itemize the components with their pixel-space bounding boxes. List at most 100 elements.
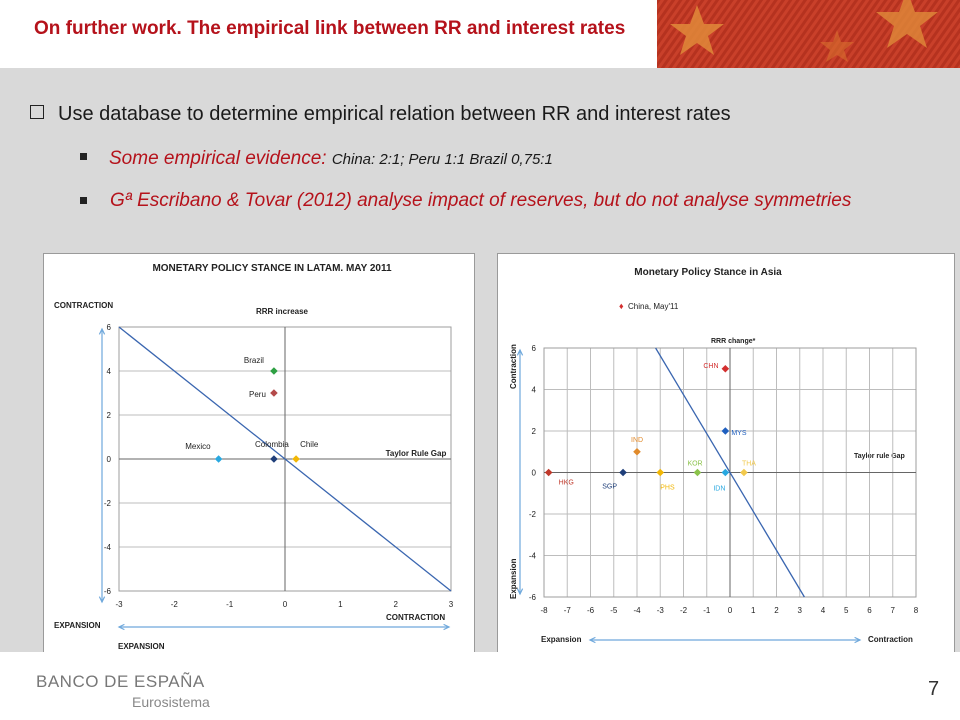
- x-right-label: CONTRACTION: [386, 613, 445, 622]
- x-tick-label: 1: [751, 606, 756, 615]
- x-tick-label: 7: [891, 606, 896, 615]
- y-bottom-label: EXPANSION: [54, 621, 101, 630]
- data-point-hkg: [544, 468, 553, 477]
- latam-chart-panel: MONETARY POLICY STANCE IN LATAM. MAY 201…: [43, 253, 475, 660]
- data-point-mys: [721, 427, 730, 435]
- y-tick-label: -4: [529, 552, 537, 561]
- y-tick-label: -6: [104, 587, 112, 596]
- data-point-chn: [721, 364, 730, 373]
- data-label-ind: IND: [631, 437, 643, 444]
- asia-chart: Monetary Policy Stance in Asia ♦ China, …: [509, 267, 919, 644]
- data-point-brazil: [270, 367, 278, 375]
- data-label-colombia: Colombia: [255, 440, 289, 449]
- checkbox-bullet-icon: [30, 105, 44, 119]
- data-point-sgp: [619, 468, 627, 477]
- star-banner-image: [657, 0, 960, 68]
- data-point-colombia: [270, 455, 278, 463]
- x-tick-label: 2: [393, 600, 398, 609]
- y-axis-label: RRR increase: [256, 307, 309, 316]
- data-label-peru: Peru: [249, 390, 266, 399]
- vertical-axis-arrow-head: [98, 327, 106, 335]
- latam-chart: MONETARY POLICY STANCE IN LATAM. MAY 201…: [54, 263, 454, 651]
- reference-line: [655, 347, 805, 598]
- square-bullet-icon: [80, 153, 87, 160]
- slide-title: On further work. The empirical link betw…: [34, 18, 626, 39]
- horizontal-axis-arrow-head: [588, 636, 596, 644]
- data-point-idn: [721, 468, 730, 477]
- main-bullet: Use database to determine empirical rela…: [30, 103, 731, 126]
- x-tick-label: -6: [587, 606, 595, 615]
- y-tick-label: 4: [107, 367, 112, 376]
- x-tick-label: -3: [115, 600, 123, 609]
- x-tick-label: -8: [540, 606, 548, 615]
- vertical-axis-arrow-head: [98, 596, 106, 604]
- data-label-chile: Chile: [300, 440, 319, 449]
- x-tick-label: -4: [633, 606, 641, 615]
- y-tick-label: 6: [532, 344, 537, 353]
- y-top-label: Contraction: [509, 344, 518, 389]
- bank-logo: BANCO DE ESPAÑA: [36, 672, 205, 691]
- data-label-idn: IDN: [713, 486, 725, 493]
- y-tick-label: 0: [532, 469, 537, 478]
- data-point-phs: [656, 468, 665, 477]
- y-tick-label: -2: [104, 499, 112, 508]
- vertical-axis-arrow-head: [516, 588, 524, 596]
- data-label-phs: PHS: [660, 485, 675, 492]
- square-bullet-icon: [80, 197, 87, 204]
- x-tick-label: 3: [449, 600, 454, 609]
- chart-title: MONETARY POLICY STANCE IN LATAM. MAY 201…: [152, 263, 392, 274]
- sub-bullet-2: Gª Escribano & Tovar (2012) analyse impa…: [80, 188, 860, 214]
- sub-bullet-1-italic: Some empirical evidence:: [109, 148, 327, 169]
- main-bullet-text: Use database to determine empirical rela…: [58, 103, 731, 125]
- y-tick-label: 4: [532, 386, 537, 395]
- chart-title: Monetary Policy Stance in Asia: [634, 267, 782, 278]
- footer: [0, 652, 960, 720]
- x-tick-label: 8: [914, 606, 919, 615]
- y-tick-label: 6: [107, 323, 112, 332]
- x-tick-label: 5: [844, 606, 849, 615]
- y-bottom-label: Expansion: [509, 558, 518, 599]
- x-tick-label: 4: [821, 606, 826, 615]
- y-tick-label: -6: [529, 593, 537, 602]
- x-tick-label: 6: [867, 606, 872, 615]
- vertical-axis-arrow-head: [516, 348, 524, 356]
- x-tick-label: -2: [680, 606, 688, 615]
- sub-bullet-1-ratios: China: 2:1; Peru 1:1 Brazil 0,75:1: [331, 151, 553, 168]
- asia-chart-panel: Monetary Policy Stance in Asia ♦ China, …: [497, 253, 955, 655]
- x-tick-label: -1: [703, 606, 711, 615]
- sub-bullet-2-text: Gª Escribano & Tovar (2012) analyse impa…: [110, 190, 852, 211]
- data-point-peru: [270, 389, 278, 397]
- data-point-kor: [693, 468, 702, 477]
- y-tick-label: -2: [529, 510, 537, 519]
- page-number: 7: [928, 678, 940, 700]
- data-label-sgp: SGP: [602, 484, 617, 491]
- y-tick-label: 2: [532, 427, 537, 436]
- legend-label: China, May'11: [628, 302, 679, 311]
- x-tick-label: -1: [226, 600, 234, 609]
- x-tick-label: 0: [283, 600, 288, 609]
- horizontal-axis-arrow-head: [117, 623, 125, 631]
- data-point-ind: [633, 447, 641, 456]
- header-banner: [657, 0, 960, 68]
- x-tick-label: -7: [564, 606, 572, 615]
- x-axis-label: Taylor rule Gap: [854, 453, 905, 460]
- x-tick-label: 3: [798, 606, 803, 615]
- horizontal-axis-arrow-head: [443, 623, 451, 631]
- x-right-label: Contraction: [868, 635, 913, 644]
- data-point-tha: [740, 468, 748, 477]
- reference-line: [118, 326, 452, 592]
- data-label-chn: CHN: [703, 363, 718, 370]
- x-tick-label: -3: [657, 606, 665, 615]
- x-tick-label: 1: [338, 600, 343, 609]
- legend-marker: ♦: [619, 301, 624, 311]
- data-label-tha: THA: [742, 461, 756, 468]
- y-top-label: CONTRACTION: [54, 301, 113, 310]
- y-tick-label: 0: [107, 455, 112, 464]
- y-axis-label: RRR change*: [711, 338, 756, 345]
- x-tick-label: 2: [774, 606, 779, 615]
- y-tick-label: 2: [107, 411, 112, 420]
- data-label-brazil: Brazil: [244, 356, 264, 365]
- x-left-label: EXPANSION: [118, 642, 165, 651]
- bank-logo-sub: Eurosistema: [132, 694, 210, 710]
- data-point-mexico: [214, 455, 223, 463]
